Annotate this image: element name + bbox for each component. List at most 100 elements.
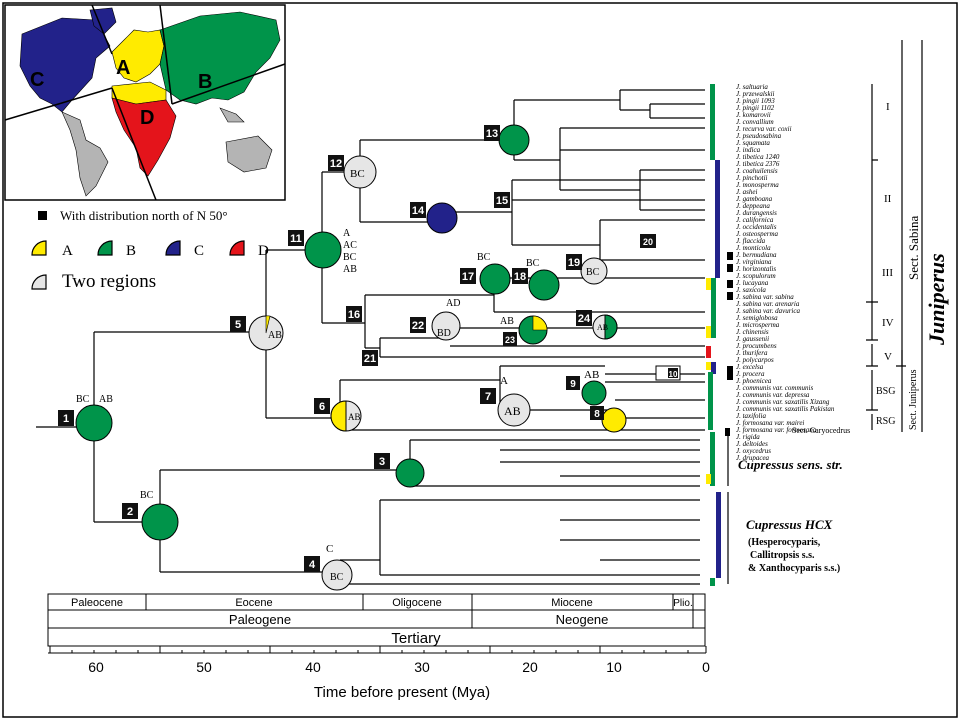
group-label-bsg: BSG <box>876 386 895 397</box>
pie-text-22b: BD <box>437 328 451 339</box>
pie-node-8 <box>601 407 627 433</box>
dist-bar-c <box>716 492 721 578</box>
group-label-rsg: RSG <box>876 416 895 427</box>
taxon-label: J. pseudosabina <box>736 132 782 140</box>
taxon-label: J. oxycedrus <box>736 447 771 455</box>
taxon-label: J. procera <box>736 370 765 378</box>
group-label-i: I <box>886 101 890 113</box>
pie-text-17: BC <box>477 252 491 263</box>
axis-title: Time before present (Mya) <box>314 684 490 701</box>
bracket <box>866 370 878 411</box>
tick-label: 0 <box>702 659 710 675</box>
era-label: Tertiary <box>391 630 441 647</box>
node-box-9 <box>566 376 580 390</box>
north-marker-icon <box>727 264 733 272</box>
bracket <box>866 344 878 367</box>
taxon-label: J. convallium <box>736 118 774 126</box>
tick-label: 50 <box>196 659 212 675</box>
tick-label: 30 <box>414 659 430 675</box>
pie-text-6: AB <box>348 412 361 422</box>
node-label-2: 2 <box>127 506 133 518</box>
taxon-label: J. communis var. saxatilis Pakistan <box>736 405 835 413</box>
epoch-row <box>47 593 706 611</box>
dist-bar-b <box>710 432 715 486</box>
pie-text-1b: AB <box>99 394 113 405</box>
taxon-label: J. ashei <box>736 188 757 196</box>
pie-node-3 <box>395 458 425 488</box>
legend-d-label: D <box>258 243 269 259</box>
legend-b-swatch-icon <box>97 240 113 256</box>
pie-text-12: BC <box>350 168 365 180</box>
taxon-label: J. sabina var. arenaria <box>736 300 800 308</box>
world-map: C A B D <box>4 4 286 201</box>
pie-text-11b: AC <box>343 240 357 251</box>
cupressus-hcx-detail-3: & Xanthocyparis s.s.) <box>748 563 840 574</box>
timescale: Paleocene Eocene Oligocene Miocene Plio.… <box>47 593 710 701</box>
taxon-label: J. californica <box>736 216 774 224</box>
north-marker-icon <box>727 280 733 288</box>
pie-node-2 <box>141 503 179 541</box>
pie-node-19 <box>580 257 608 285</box>
taxon-label: J. tibetica 2376 <box>736 160 780 168</box>
legend-two-regions-label: Two regions <box>62 271 156 292</box>
dist-bar-a <box>706 474 711 484</box>
taxon-label: J. bermudiana <box>736 251 777 259</box>
taxon-label: J. scopulorum <box>736 272 776 280</box>
pie-node-17 <box>479 263 511 295</box>
taxon-label: J. durangensis <box>736 209 777 217</box>
branch <box>364 277 705 349</box>
node-box-17 <box>460 268 476 284</box>
node-box-12 <box>328 155 344 171</box>
branch <box>513 89 705 211</box>
legend-b-label: B <box>126 243 136 259</box>
node-box-18 <box>512 268 528 284</box>
group-label-ii: II <box>884 193 892 205</box>
node-box-14 <box>410 202 426 218</box>
pie-node-4 <box>321 559 353 591</box>
south-america-shape <box>61 111 109 197</box>
node-box-22 <box>410 317 426 333</box>
map-label-c: C <box>30 69 44 91</box>
pie-text-4b: BC <box>330 572 344 583</box>
node-label-13: 13 <box>486 128 498 140</box>
dist-bar-b <box>710 578 715 586</box>
taxon-label: J. squamata <box>736 139 770 147</box>
node-box-5 <box>230 316 246 332</box>
dist-bar-c <box>715 160 720 278</box>
branch <box>409 439 700 487</box>
taxon-label: J. tibetica 1240 <box>736 153 780 161</box>
dist-bar-a <box>706 362 711 370</box>
pie-node-23-slice <box>532 315 548 331</box>
legend-two-regions-swatch-icon <box>31 274 47 290</box>
taxon-label: J. procumbens <box>736 342 777 350</box>
pie-text-11c: BC <box>343 252 357 263</box>
node-label-12: 12 <box>330 158 342 170</box>
pie-text-1a: BC <box>76 394 90 405</box>
taxon-label: J. sabina var. sabina <box>736 293 794 301</box>
node-box-16 <box>346 306 362 322</box>
node-label-22: 22 <box>412 320 424 332</box>
map-label-b: B <box>198 71 212 93</box>
era-row <box>47 627 706 647</box>
tick-label: 10 <box>606 659 622 675</box>
bracket <box>866 302 878 341</box>
taxon-label: J. saxicola <box>736 286 766 294</box>
taxon-label: J. monticola <box>736 244 771 252</box>
node-label-20: 20 <box>643 237 653 247</box>
group-labels: I II III IV V BSG RSG <box>876 101 895 427</box>
legend-c-swatch-icon <box>165 240 181 256</box>
node-label-14: 14 <box>412 205 425 217</box>
legend-a-swatch-icon <box>31 240 47 256</box>
node-label-1: 1 <box>63 413 69 425</box>
pie-text-4a: C <box>326 543 333 555</box>
taxon-label: J. horizontalis <box>736 265 776 273</box>
node-label-10: 10 <box>669 370 678 379</box>
group-label-iii: III <box>882 267 893 279</box>
epoch-label: Oligocene <box>392 597 442 609</box>
taxon-label: J. phoenicea <box>736 377 772 385</box>
node-box-8 <box>590 406 604 420</box>
taxon-label: J. indica <box>736 146 761 154</box>
pie-text-23: AB <box>500 316 514 327</box>
legend-a-label: A <box>62 243 73 259</box>
